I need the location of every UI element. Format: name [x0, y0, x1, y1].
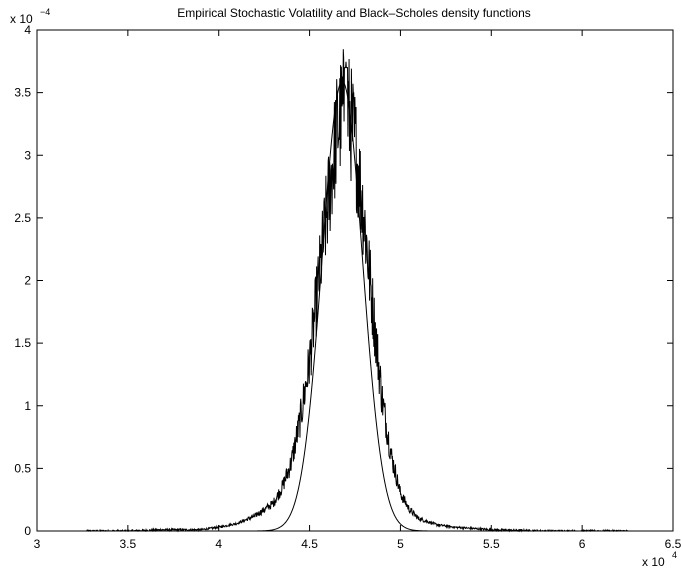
axis-ticks: 3 3.5 4 4.5 5 5.5 6 6.5 0 0.5 1 1.5 2 2.5 3 3.5 4 [14, 23, 681, 551]
x-exponent-base: x 10 [642, 555, 665, 569]
x-exponent-power: 4 [672, 550, 677, 560]
y-exponent-base: x 10 [10, 12, 33, 26]
chart-title: Empirical Stochastic Volatility and Blac… [177, 6, 531, 20]
x-exponent-label: x 10 4 [642, 550, 677, 569]
x-tick-label: 3 [34, 537, 41, 551]
series-group [85, 49, 628, 533]
x-tick-label: 3.5 [120, 537, 137, 551]
x-tick-label: 5.5 [483, 537, 500, 551]
density-curve-smooth [255, 80, 437, 532]
density-curve-empirical [85, 49, 628, 533]
y-tick-label: 2 [24, 274, 31, 288]
x-tick-label: 6.5 [665, 537, 681, 551]
y-tick-label: 2.5 [14, 211, 31, 225]
x-tick-label: 6 [579, 537, 586, 551]
y-tick-label: 1.5 [14, 336, 31, 350]
y-tick-label: 3.5 [14, 86, 31, 100]
y-tick-label: 0 [24, 524, 31, 538]
x-tick-label: 4 [215, 537, 222, 551]
x-tick-label: 4.5 [301, 537, 318, 551]
y-tick-label: 3 [24, 148, 31, 162]
y-exponent-label: x 10 −4 [10, 7, 50, 26]
y-tick-label: 4 [24, 23, 31, 37]
x-tick-label: 5 [397, 537, 404, 551]
y-tick-label: 1 [24, 399, 31, 413]
y-tick-label: 0.5 [14, 461, 31, 475]
y-exponent-power: −4 [40, 7, 50, 17]
